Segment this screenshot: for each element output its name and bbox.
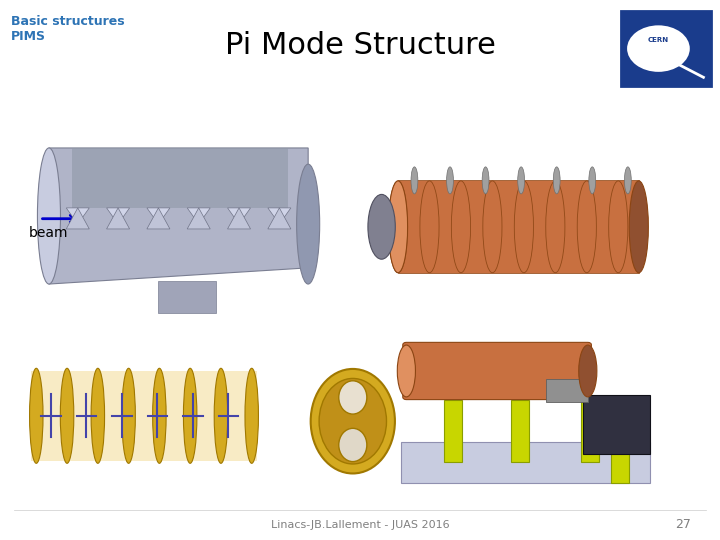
Polygon shape	[107, 208, 130, 229]
Text: PIMS: PIMS	[11, 30, 46, 43]
Polygon shape	[228, 208, 251, 229]
Ellipse shape	[389, 181, 408, 273]
Ellipse shape	[608, 181, 628, 273]
Ellipse shape	[297, 164, 320, 284]
Ellipse shape	[122, 368, 135, 463]
Ellipse shape	[397, 345, 415, 397]
FancyBboxPatch shape	[401, 442, 650, 483]
Ellipse shape	[483, 181, 502, 273]
FancyBboxPatch shape	[444, 400, 462, 462]
FancyBboxPatch shape	[511, 400, 529, 462]
FancyBboxPatch shape	[621, 11, 711, 86]
Ellipse shape	[339, 381, 367, 414]
Polygon shape	[187, 208, 210, 229]
FancyBboxPatch shape	[158, 281, 216, 313]
Text: Linacs-JB.Lallement - JUAS 2016: Linacs-JB.Lallement - JUAS 2016	[271, 520, 449, 530]
FancyBboxPatch shape	[582, 395, 650, 454]
Ellipse shape	[624, 167, 631, 194]
Polygon shape	[228, 208, 251, 224]
Polygon shape	[107, 208, 130, 224]
Polygon shape	[66, 208, 89, 229]
Polygon shape	[147, 208, 170, 229]
Ellipse shape	[30, 368, 43, 463]
Polygon shape	[268, 208, 291, 224]
Polygon shape	[187, 208, 210, 224]
Polygon shape	[66, 208, 89, 224]
FancyBboxPatch shape	[398, 180, 639, 273]
Ellipse shape	[60, 368, 73, 463]
Circle shape	[626, 24, 690, 73]
Polygon shape	[147, 208, 170, 224]
Ellipse shape	[446, 167, 454, 194]
Ellipse shape	[184, 368, 197, 463]
Ellipse shape	[579, 345, 597, 397]
Polygon shape	[72, 148, 288, 208]
Ellipse shape	[514, 181, 534, 273]
Text: CERN: CERN	[648, 37, 669, 43]
Polygon shape	[268, 208, 291, 229]
Ellipse shape	[577, 181, 596, 273]
Ellipse shape	[411, 167, 418, 194]
Ellipse shape	[37, 148, 60, 284]
Ellipse shape	[153, 368, 166, 463]
FancyBboxPatch shape	[402, 342, 591, 400]
Ellipse shape	[518, 167, 525, 194]
Polygon shape	[49, 148, 308, 284]
Ellipse shape	[629, 181, 649, 273]
Text: 27: 27	[675, 518, 691, 531]
Ellipse shape	[319, 379, 387, 464]
Ellipse shape	[553, 167, 560, 194]
Ellipse shape	[546, 181, 565, 273]
Text: Pi Mode Structure: Pi Mode Structure	[225, 31, 495, 60]
Ellipse shape	[245, 368, 258, 463]
Ellipse shape	[339, 428, 367, 462]
Ellipse shape	[311, 369, 395, 474]
FancyBboxPatch shape	[611, 402, 629, 483]
Ellipse shape	[91, 368, 104, 463]
Ellipse shape	[451, 181, 471, 273]
Text: Basic structures: Basic structures	[11, 15, 125, 28]
Ellipse shape	[368, 194, 395, 259]
Ellipse shape	[589, 167, 595, 194]
Ellipse shape	[389, 181, 408, 273]
FancyBboxPatch shape	[32, 370, 256, 461]
Ellipse shape	[482, 167, 489, 194]
Ellipse shape	[420, 181, 439, 273]
FancyBboxPatch shape	[546, 379, 588, 402]
FancyBboxPatch shape	[581, 400, 600, 462]
Text: beam: beam	[29, 226, 68, 240]
Ellipse shape	[215, 368, 228, 463]
